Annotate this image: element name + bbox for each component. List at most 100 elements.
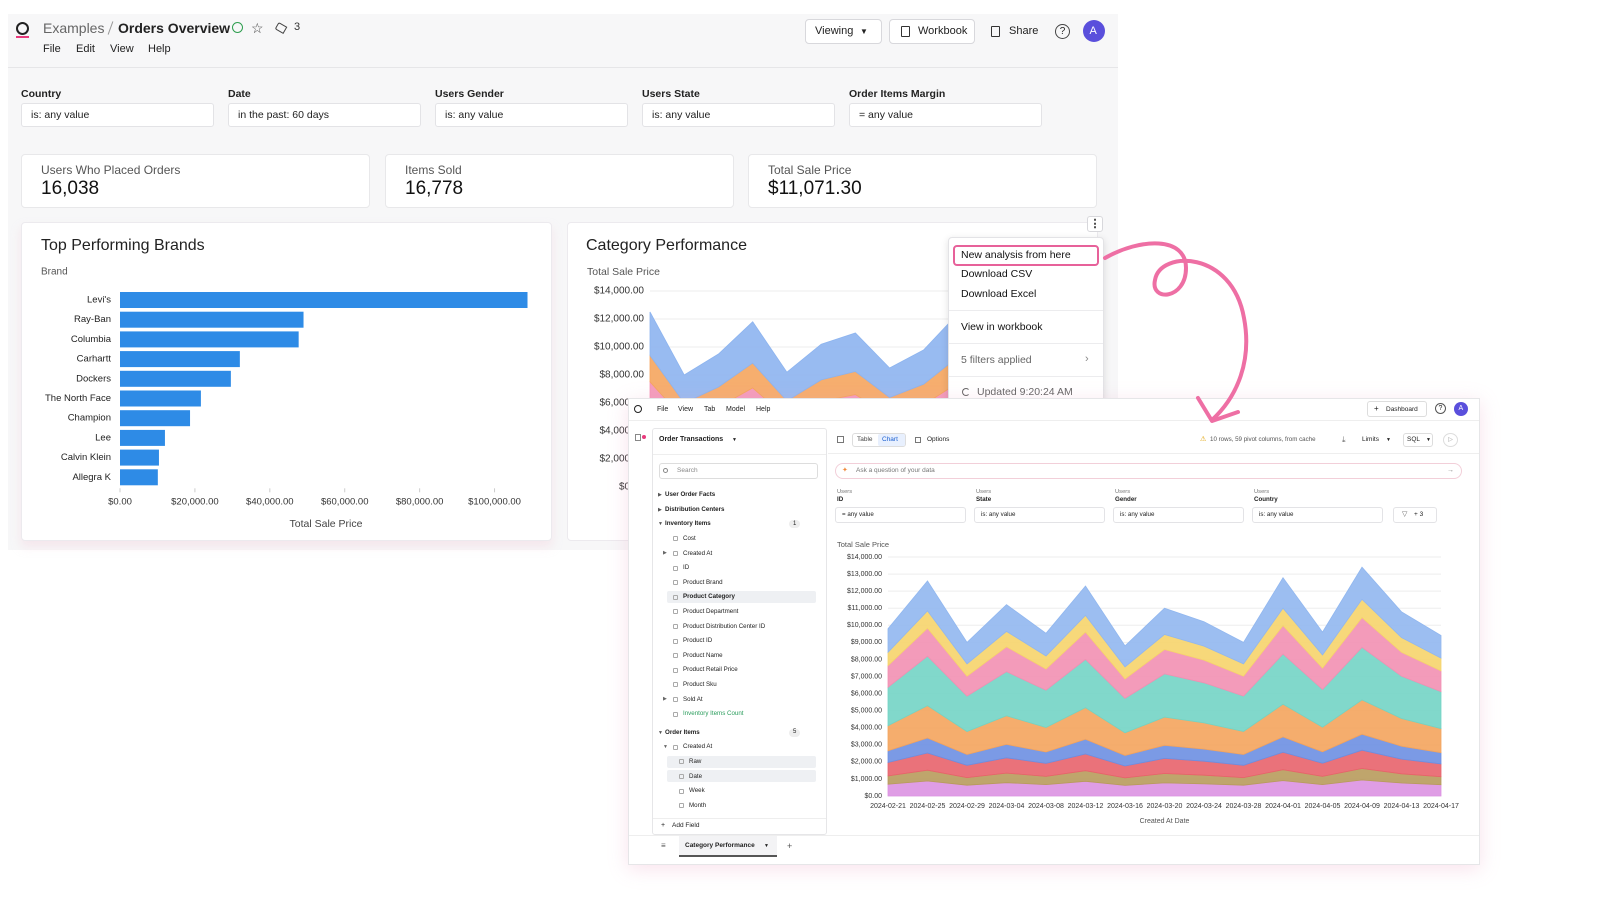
ask-bar[interactable] [835, 463, 1462, 479]
menu-item[interactable]: Edit [76, 43, 95, 56]
rail-icon [635, 434, 641, 441]
tree-group[interactable]: Order Items [665, 728, 700, 736]
filter-input[interactable] [849, 103, 1042, 127]
help-button[interactable]: ? [1055, 24, 1070, 39]
breadcrumb[interactable]: Examples [43, 19, 105, 36]
data-source[interactable]: Order Transactions [659, 435, 724, 443]
verified-icon [232, 22, 243, 33]
favorite-icon[interactable]: ☆ [251, 19, 264, 36]
tree-field[interactable]: Product ID [683, 637, 713, 645]
caret: ▼ [1386, 437, 1391, 443]
tree-field[interactable]: Week [689, 787, 705, 795]
x-tick-label: 2024-02-21 [870, 803, 906, 810]
filter-input[interactable] [21, 103, 214, 127]
dashboard-button[interactable] [1367, 401, 1427, 417]
menu-item[interactable]: File [43, 43, 61, 56]
tree-field[interactable]: Product Category [683, 593, 735, 601]
menu-item[interactable]: New analysis from here [961, 248, 1071, 261]
filter-input[interactable] [435, 103, 628, 127]
more-filters[interactable]: + 3 [1414, 511, 1424, 519]
limits[interactable]: Limits [1362, 436, 1379, 444]
menu-item[interactable]: Download Excel [961, 287, 1037, 300]
avatar[interactable] [1454, 402, 1468, 416]
x-tick-label: 2024-03-24 [1186, 803, 1222, 810]
tree-field[interactable]: Cost [683, 535, 696, 543]
menu-item[interactable]: Help [148, 43, 171, 56]
y-tick-label: $4,000.00 [600, 426, 645, 437]
viewing-label[interactable]: Viewing [815, 24, 854, 37]
tree-field[interactable]: Product Retail Price [683, 666, 738, 674]
tree-field[interactable]: Product Brand [683, 578, 723, 586]
more-button[interactable]: ⋮ [1087, 216, 1103, 232]
workbook-label[interactable]: Workbook [918, 24, 968, 37]
workbook-button[interactable] [889, 19, 975, 44]
y-tick-label: Dockers [76, 373, 111, 384]
tree-group[interactable]: Distribution Centers [665, 505, 725, 513]
tree-field[interactable]: ID [683, 564, 690, 572]
field-icon [673, 580, 678, 586]
menu-item[interactable]: Tab [704, 405, 716, 413]
tree-field[interactable]: Created At [683, 549, 713, 557]
x-tick-label: 2024-03-08 [1028, 803, 1064, 810]
tree-field[interactable]: Created At [683, 743, 713, 751]
view-tab[interactable]: Chart [882, 436, 898, 444]
menu-item[interactable]: File [657, 405, 669, 413]
menu-item[interactable]: View [678, 405, 694, 413]
tree-field[interactable]: Sold At [683, 695, 703, 703]
sidebar-divider [653, 454, 826, 455]
search-box[interactable] [659, 463, 818, 479]
menu-divider [949, 310, 1103, 311]
filter-input[interactable] [1113, 507, 1244, 523]
menu-item[interactable]: Updated 9:20:24 AM [977, 385, 1073, 398]
menu-item[interactable]: View [110, 43, 134, 56]
viewing-button[interactable] [805, 19, 882, 44]
tree-field[interactable]: Date [689, 772, 703, 780]
menu-item[interactable]: View in workbook [961, 320, 1043, 333]
dashboard-label[interactable]: Dashboard [1386, 405, 1418, 413]
dropdown-caret[interactable]: ▼ [860, 26, 868, 36]
more-filters-button[interactable] [1393, 507, 1437, 523]
filter-input[interactable] [642, 103, 835, 127]
share-label[interactable]: Share [1009, 24, 1039, 37]
sheet-tab[interactable]: Category Performance [685, 842, 755, 850]
bar [120, 429, 165, 446]
field-icon [679, 803, 684, 809]
tree-group[interactable]: Inventory Items [665, 520, 711, 528]
menu-item[interactable]: Help [756, 405, 771, 413]
tree-field[interactable]: Product Sku [683, 681, 717, 689]
add-field[interactable]: Add Field [672, 822, 700, 830]
tree-field[interactable]: Product Department [683, 608, 739, 616]
tree-field[interactable]: Product Distribution Center ID [683, 622, 766, 630]
options[interactable]: Options [927, 436, 950, 444]
filter-input[interactable] [974, 507, 1105, 523]
toolbar-divider [828, 453, 1479, 454]
help-button[interactable]: ? [1435, 403, 1446, 414]
tree-field[interactable]: Product Name [683, 651, 723, 659]
menu-item[interactable]: 5 filters applied [961, 353, 1032, 366]
sql[interactable]: SQL [1407, 436, 1421, 444]
filter-value: is: any value [1259, 511, 1294, 519]
tree-field[interactable]: Raw [689, 758, 702, 766]
filter-input[interactable] [835, 507, 966, 523]
add-tab[interactable]: + [787, 840, 793, 851]
sql-button[interactable] [1403, 433, 1433, 447]
filter-input[interactable] [228, 103, 421, 127]
avatar[interactable] [1083, 20, 1105, 42]
tag-count: 3 [294, 21, 301, 34]
menu-divider [949, 376, 1103, 377]
x-tick-label: 2024-02-25 [910, 803, 946, 810]
run-button[interactable]: ▷ [1443, 433, 1458, 447]
kpi-value: 16,038 [41, 177, 100, 199]
menu-item[interactable]: Download CSV [961, 267, 1033, 280]
tree-group[interactable]: User Order Facts [665, 491, 716, 499]
filter-input[interactable] [1252, 507, 1383, 523]
menu-item[interactable]: Model [726, 405, 746, 413]
x-tick-label: $100,000.00 [468, 497, 521, 508]
tree-field[interactable]: Inventory Items Count [683, 710, 744, 718]
filter-label: Order Items Margin [849, 87, 946, 100]
view-tab[interactable]: Table [857, 436, 873, 444]
sidebar-divider [653, 818, 826, 819]
tree-field[interactable]: Month [689, 801, 707, 809]
avatar-initial: A [1458, 405, 1464, 413]
sheet-tab-bg[interactable] [679, 836, 777, 857]
